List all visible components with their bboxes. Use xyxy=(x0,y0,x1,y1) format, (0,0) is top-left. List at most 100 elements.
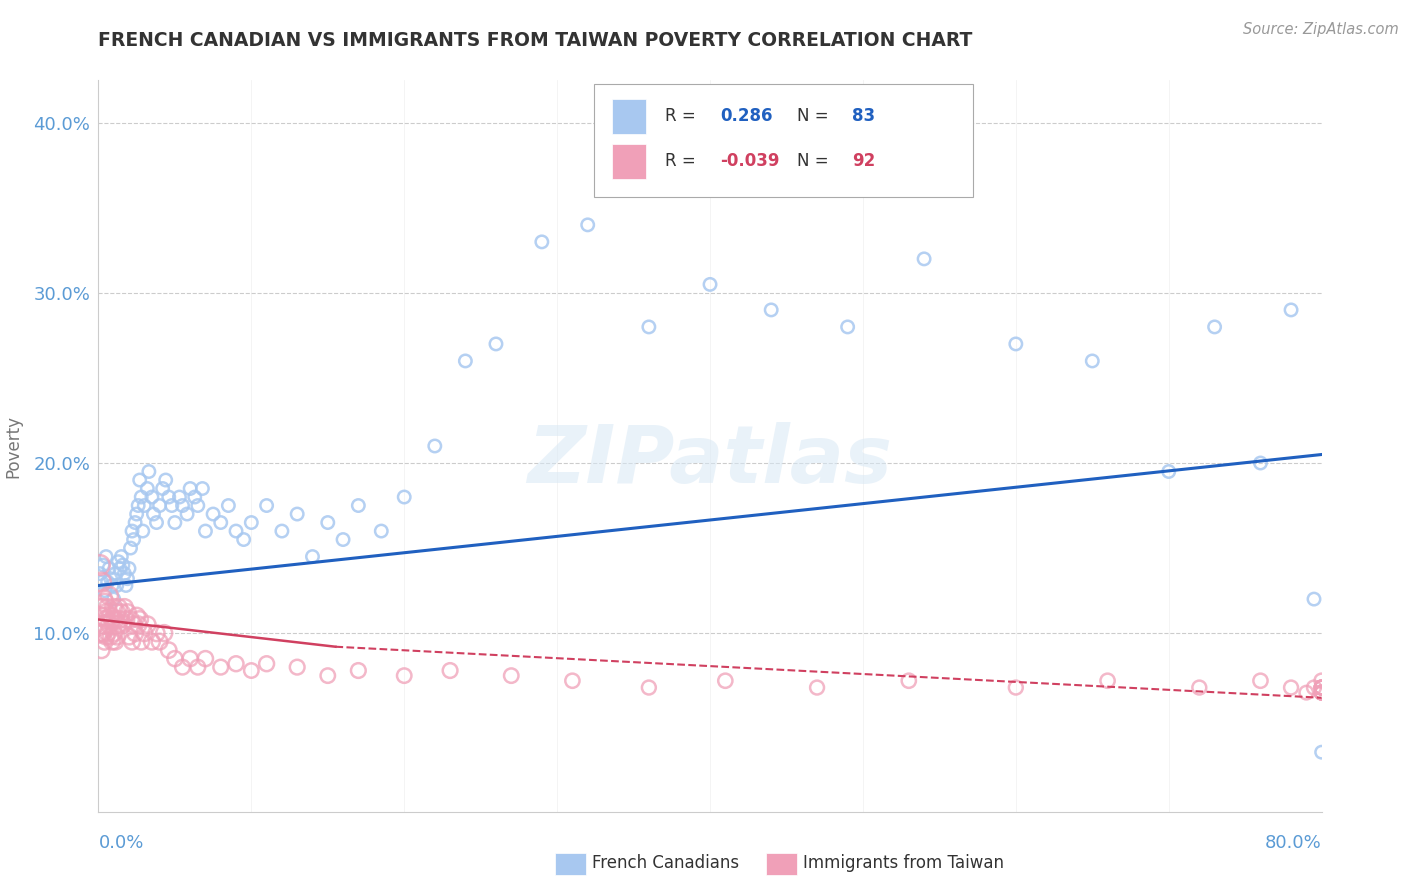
Point xyxy=(187,660,209,674)
Point xyxy=(91,558,114,572)
Point xyxy=(122,617,145,632)
Point xyxy=(111,617,134,632)
Point xyxy=(1310,681,1333,695)
FancyBboxPatch shape xyxy=(593,84,973,197)
Point xyxy=(347,664,370,678)
Point xyxy=(179,482,201,496)
Point xyxy=(145,626,167,640)
Text: French Canadians: French Canadians xyxy=(592,854,740,871)
Point xyxy=(1188,681,1211,695)
Bar xyxy=(612,99,647,134)
Point xyxy=(155,473,177,487)
Text: 0.0%: 0.0% xyxy=(98,834,143,852)
Point xyxy=(172,499,194,513)
Point xyxy=(120,613,142,627)
Point xyxy=(89,566,111,581)
Point xyxy=(91,592,114,607)
Point xyxy=(122,533,145,547)
Point xyxy=(1310,686,1333,700)
Point xyxy=(115,578,138,592)
Point xyxy=(301,549,323,564)
Point xyxy=(1249,673,1271,688)
Point xyxy=(103,600,125,615)
Point xyxy=(136,482,159,496)
Point xyxy=(163,651,186,665)
Point xyxy=(176,507,198,521)
Point xyxy=(93,634,115,648)
Point xyxy=(912,252,935,266)
Point xyxy=(187,499,209,513)
Point xyxy=(1310,681,1333,695)
Point xyxy=(94,606,117,620)
Point xyxy=(97,600,120,615)
Point xyxy=(89,626,111,640)
Point xyxy=(1310,681,1333,695)
Point xyxy=(124,626,146,640)
Point xyxy=(217,499,239,513)
Point xyxy=(149,634,172,648)
Point xyxy=(172,660,194,674)
Text: Source: ZipAtlas.com: Source: ZipAtlas.com xyxy=(1243,22,1399,37)
Point xyxy=(153,626,176,640)
Text: -0.039: -0.039 xyxy=(720,153,779,170)
Point xyxy=(110,549,132,564)
Point xyxy=(163,516,186,530)
Point xyxy=(501,668,523,682)
Point xyxy=(141,490,163,504)
Point xyxy=(561,673,583,688)
Point xyxy=(117,606,139,620)
Point xyxy=(1004,681,1026,695)
Point xyxy=(225,524,247,538)
Point xyxy=(256,499,278,513)
Point xyxy=(108,561,131,575)
Point xyxy=(699,277,721,292)
Point xyxy=(285,660,308,674)
Point xyxy=(100,572,122,586)
Point xyxy=(316,668,339,682)
Point xyxy=(454,354,477,368)
Text: R =: R = xyxy=(665,153,700,170)
Point xyxy=(100,630,122,644)
Text: N =: N = xyxy=(797,153,834,170)
Point xyxy=(184,490,207,504)
Text: R =: R = xyxy=(665,107,700,125)
Point xyxy=(121,634,143,648)
Point xyxy=(89,558,111,572)
Point xyxy=(120,541,142,555)
Point xyxy=(90,643,112,657)
Point xyxy=(91,600,114,615)
Point xyxy=(93,595,115,609)
Point xyxy=(129,490,152,504)
Point xyxy=(1279,302,1302,317)
Point xyxy=(98,617,121,632)
Point xyxy=(1004,337,1026,351)
Point xyxy=(169,490,191,504)
Point xyxy=(370,524,392,538)
Point xyxy=(209,660,232,674)
Point xyxy=(103,626,125,640)
Point xyxy=(104,613,127,627)
Bar xyxy=(612,144,647,179)
Point xyxy=(1204,320,1226,334)
Point xyxy=(806,681,828,695)
Point xyxy=(128,473,150,487)
Point xyxy=(423,439,446,453)
Point xyxy=(194,651,217,665)
Point xyxy=(97,626,120,640)
Point xyxy=(285,507,308,521)
Point xyxy=(256,657,278,671)
Point xyxy=(104,566,127,581)
Point xyxy=(98,561,121,575)
Point xyxy=(225,657,247,671)
Point xyxy=(104,634,127,648)
Point xyxy=(240,516,263,530)
Point xyxy=(759,302,782,317)
Point xyxy=(191,482,214,496)
Point xyxy=(157,490,180,504)
Point xyxy=(127,499,149,513)
Point xyxy=(105,606,128,620)
Point xyxy=(138,465,160,479)
Point xyxy=(108,613,131,627)
Point xyxy=(270,524,292,538)
Point xyxy=(1310,681,1333,695)
